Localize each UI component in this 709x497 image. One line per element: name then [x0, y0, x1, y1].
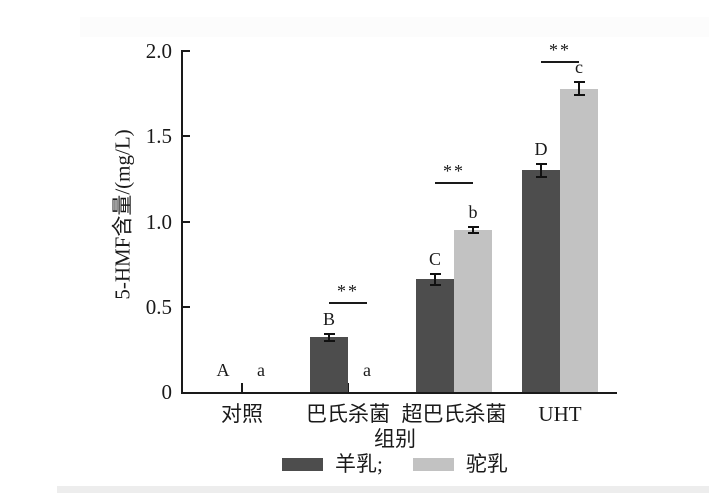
significance-letter: a	[363, 360, 371, 380]
x-tick-label: 对照	[221, 402, 263, 426]
y-tick-label: 0	[161, 380, 173, 404]
error-bar-line	[578, 81, 580, 96]
bar-camel-milk-2	[454, 230, 492, 392]
y-tick-label: 1.0	[145, 209, 172, 234]
significance-line	[329, 301, 367, 304]
significance-stars: **	[443, 161, 465, 182]
y-axis	[181, 51, 183, 394]
significance-line	[541, 61, 579, 64]
y-tick-label: 2.0	[145, 39, 172, 63]
bar-goat-milk-1	[310, 337, 348, 392]
error-bar-cap-bottom	[429, 283, 441, 286]
y-axis-label: 5-HMF含量/(mg/L)	[110, 129, 135, 300]
error-bar-cap-top	[429, 273, 441, 276]
error-bar-cap-bottom	[573, 94, 585, 97]
x-tick-label: 超巴氏杀菌	[401, 402, 507, 426]
y-tick	[181, 305, 190, 308]
y-tick	[181, 220, 190, 223]
x-tick-label: UHT	[538, 402, 582, 426]
chart-legend: 羊乳; 驼乳	[282, 453, 508, 475]
legend-label-goat-milk: 羊乳;	[335, 452, 383, 476]
y-tick-label: 0.5	[145, 294, 172, 319]
significance-letter: D	[534, 138, 548, 159]
significance-stars: **	[337, 280, 359, 301]
error-bar-line	[472, 226, 474, 234]
error-bar-cap-bottom	[467, 232, 479, 235]
significance-stars: **	[549, 40, 571, 61]
error-bar-cap-top	[535, 162, 547, 165]
bar-camel-milk-3	[560, 88, 598, 392]
error-bar-line	[540, 163, 542, 178]
x-tick	[241, 383, 243, 392]
y-tick	[181, 50, 190, 52]
bar-goat-milk-2	[416, 279, 454, 392]
y-tick	[181, 135, 190, 138]
legend-swatch-goat-milk	[282, 457, 323, 471]
x-axis-label: 组别	[374, 427, 416, 451]
x-tick-label: 巴氏杀菌	[306, 402, 390, 426]
significance-letter: a	[257, 360, 265, 380]
significance-letter: A	[216, 360, 230, 380]
y-tick-label: 1.5	[145, 124, 172, 149]
error-bar-cap-bottom	[535, 176, 547, 179]
error-bar-cap-top	[573, 80, 585, 83]
error-bar-cap-top	[323, 333, 335, 336]
error-bar-cap-bottom	[323, 339, 335, 342]
legend-swatch-camel-milk	[412, 457, 454, 471]
legend-label-camel-milk: 驼乳	[465, 452, 508, 476]
significance-letter: b	[468, 201, 478, 222]
x-axis	[181, 392, 617, 394]
bar-goat-milk-3	[522, 170, 560, 392]
x-tick	[347, 383, 349, 392]
significance-letter: C	[428, 249, 441, 270]
significance-letter: c	[575, 56, 583, 77]
error-bar-cap-top	[467, 225, 479, 228]
error-bar-line	[328, 334, 330, 341]
significance-letter: B	[322, 309, 335, 330]
significance-line	[435, 182, 473, 185]
error-bar-line	[434, 274, 436, 285]
